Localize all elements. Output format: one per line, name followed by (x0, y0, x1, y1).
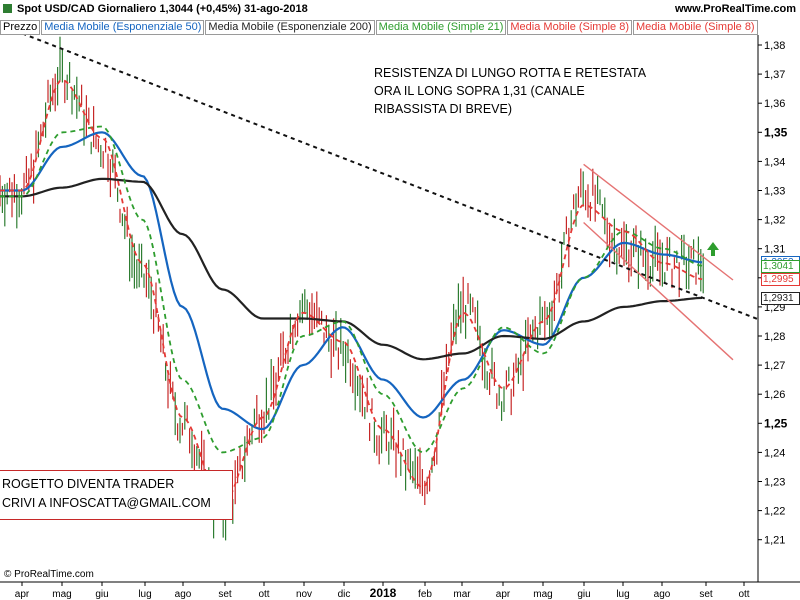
channel-line (583, 163, 734, 281)
y-tick-label: 1,28 (764, 331, 785, 343)
price-tag: 1,3041 (761, 259, 800, 273)
y-tick-label: 1,26 (764, 389, 785, 401)
y-tick-label: 1,21 (764, 535, 785, 547)
y-tick-label: 1,36 (764, 98, 785, 110)
arrow-shape (707, 242, 719, 256)
x-tick-label: apr (496, 589, 511, 600)
y-tick-label: 1,31 (764, 244, 785, 256)
site-link[interactable]: www.ProRealTime.com (674, 3, 796, 15)
analysis-annotation: RESISTENZA DI LUNGO ROTTA E RETESTATA OR… (374, 64, 704, 118)
annotation-line: ORA IL LONG SOPRA 1,31 (CANALE (374, 84, 585, 98)
y-tick-label: 1,33 (764, 186, 785, 198)
trendlines-layer (0, 23, 759, 361)
x-tick-label: lug (138, 589, 151, 600)
promo-box: ROGETTO DIVENTA TRADER CRIVI A INFOSCATT… (0, 470, 233, 520)
x-tick-label: set (699, 589, 713, 600)
y-tick-label: 1,24 (764, 447, 785, 459)
x-axis: apr mag giu lug ago set ott nov dic 2018 feb mar apr… (0, 581, 800, 600)
instrument-icon (3, 4, 12, 13)
x-tick-label: mag (52, 589, 71, 600)
y-tick-label: 1,34 (764, 156, 785, 168)
x-tick-label: ago (654, 589, 671, 600)
up-arrow-icon (707, 242, 719, 256)
indicator-legend: Prezzo Media Mobile (Esponenziale 50) Medi… (0, 20, 759, 35)
instrument-title: Spot USD/CAD Giornaliero 1,3044 (+0,45%)… (17, 3, 308, 15)
legend-item[interactable]: Media Mobile (Simple 21) (375, 20, 507, 35)
x-tick-label: giu (577, 589, 590, 600)
promo-line: ROGETTO DIVENTA TRADER (2, 477, 175, 491)
y-tick-label: 1,27 (764, 360, 785, 372)
x-tick-label: giu (95, 589, 108, 600)
legend-item[interactable]: Media Mobile (Simple 8) (507, 20, 632, 35)
x-tick-label: lug (616, 589, 629, 600)
promo-line: CRIVI A INFOSCATTA@GMAIL.COM (2, 496, 211, 510)
annotation-line: RIBASSISTA DI BREVE) (374, 102, 513, 116)
channel-line (583, 221, 734, 361)
x-tick-label: 2018 (370, 586, 397, 600)
footer-brand: © ProRealTime.com (4, 569, 94, 580)
legend-item[interactable]: Media Mobile (Esponenziale 200) (205, 20, 375, 35)
legend-item[interactable]: Media Mobile (Simple 8) (633, 20, 758, 35)
media-mobile-simple-21-line (0, 125, 703, 454)
media-mobile-simple-8-line (0, 79, 703, 506)
chart-header: Spot USD/CAD Giornaliero 1,3044 (+0,45%)… (0, 0, 800, 20)
y-tick-label: 1,29 (764, 302, 785, 314)
y-tick-label: 1,25 (764, 416, 788, 430)
price-tag: 1,2931 (761, 291, 800, 305)
y-tick-label: 1,23 (764, 477, 785, 489)
x-tick-label: mar (453, 589, 471, 600)
legend-item[interactable]: Prezzo (0, 20, 41, 35)
x-tick-label: feb (418, 589, 432, 600)
x-tick-label: dic (338, 589, 351, 600)
x-tick-label: ott (258, 589, 269, 600)
x-tick-label: ago (175, 589, 192, 600)
x-tick-label: ott (738, 589, 749, 600)
y-tick-label: 1,22 (764, 506, 785, 518)
annotation-line: RESISTENZA DI LUNGO ROTTA E RETESTATA (374, 66, 647, 80)
legend-item[interactable]: Media Mobile (Esponenziale 50) (41, 20, 205, 35)
y-tick-label: 1,35 (764, 125, 788, 139)
y-tick-label: 1,38 (764, 40, 785, 52)
price-tag: 1,2995 (761, 273, 800, 287)
x-tick-label: set (218, 589, 232, 600)
y-axis: 1,381,371,361,351,341,331,321,311,301,29… (757, 35, 788, 582)
media-mobile-esponenziale-200-line (0, 177, 703, 361)
x-tick-label: mag (533, 589, 552, 600)
y-tick-label: 1,32 (764, 215, 785, 227)
x-tick-label: apr (15, 589, 30, 600)
y-tick-label: 1,37 (764, 69, 785, 81)
x-tick-label: nov (296, 589, 312, 600)
